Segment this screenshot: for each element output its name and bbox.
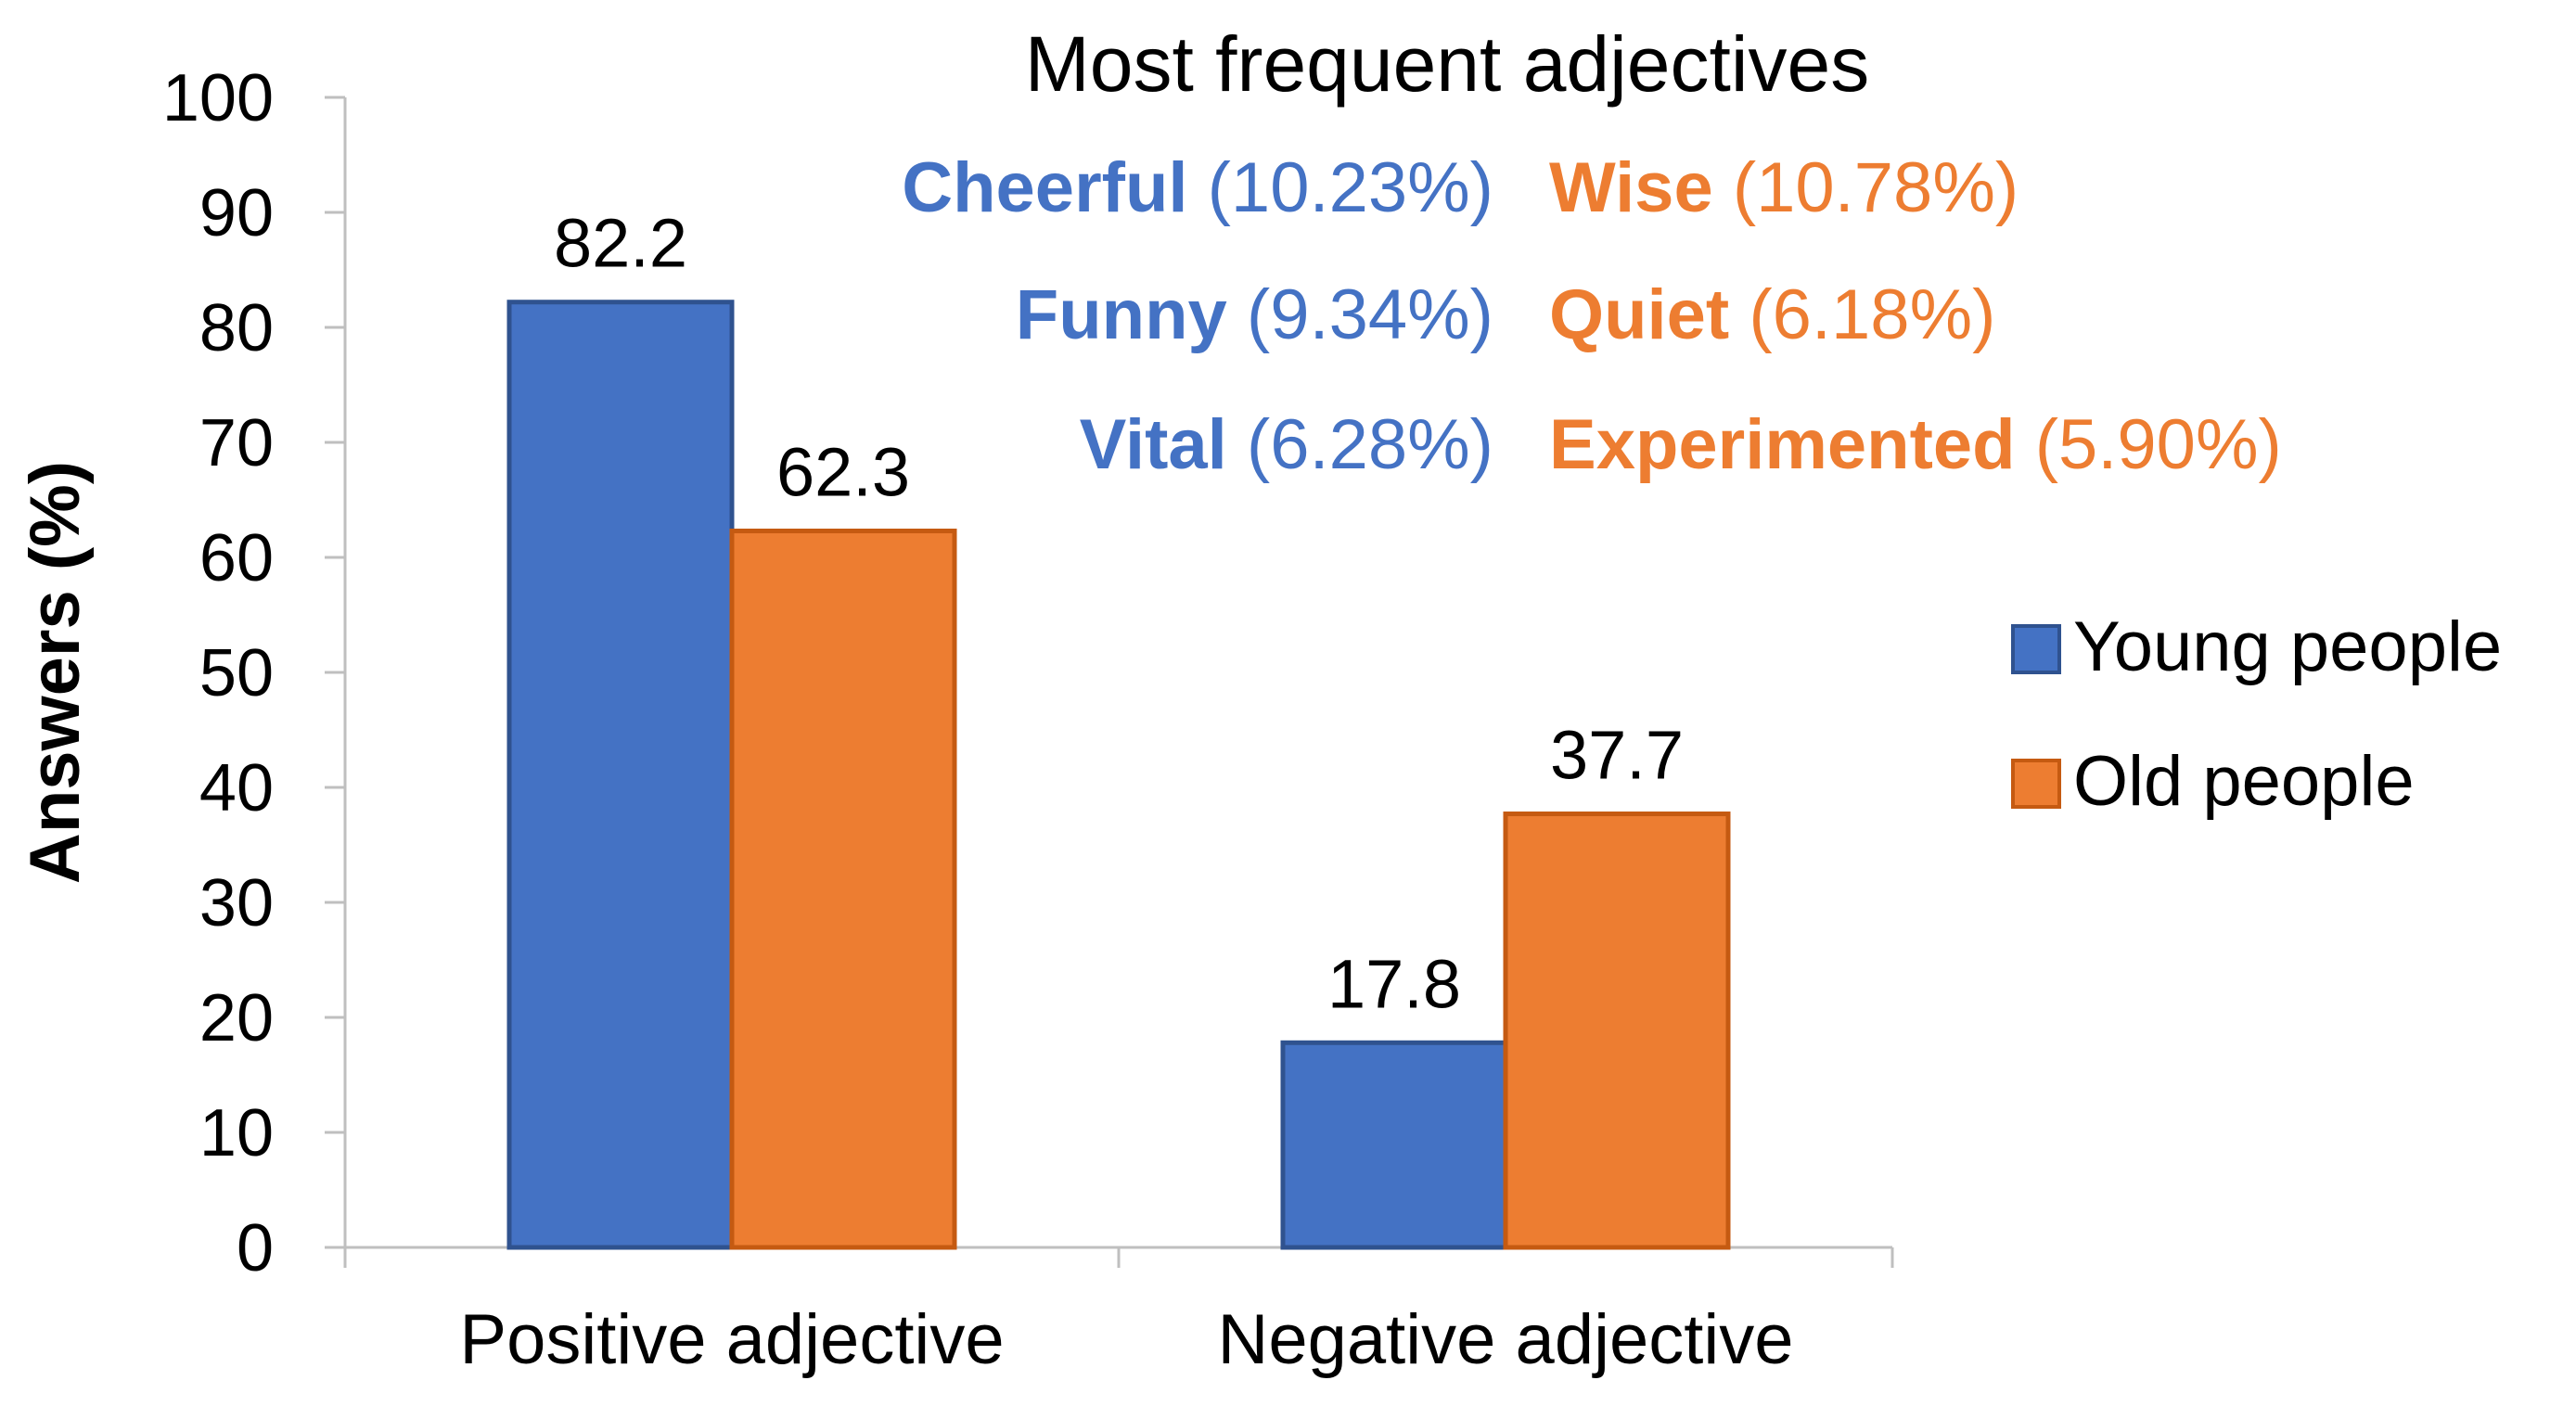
legend: Young people Old people	[2011, 607, 2502, 821]
annotation-young-list: Cheerful (10.23%)Funny (9.34%)Vital (6.2…	[902, 148, 1493, 484]
annotation-young-pct: (6.28%)	[1227, 405, 1493, 484]
legend-swatch	[2011, 759, 2061, 809]
annotation-old-item: Wise (10.78%)	[1549, 148, 2019, 227]
y-tick-label: 50	[199, 636, 274, 710]
bar-old-people-0	[729, 528, 957, 1250]
annotation-old-word: Quiet	[1549, 275, 1729, 354]
bars-group	[506, 300, 1731, 1250]
annotation-old-item: Experimented (5.90%)	[1549, 405, 2282, 484]
legend-label: Young people	[2073, 607, 2502, 686]
bar-value-label: 17.8	[1327, 945, 1461, 1022]
bar-old-people-1	[1503, 812, 1731, 1250]
annotation-young-pct: (9.34%)	[1227, 275, 1493, 354]
legend-label: Old people	[2073, 742, 2415, 821]
bar-data-labels: 82.2 62.3 17.8 37.7	[554, 205, 1684, 1023]
annotation-old-pct: (6.18%)	[1729, 275, 1995, 354]
annotation-young-item: Vital (6.28%)	[1080, 405, 1493, 484]
annotation-young-pct: (10.23%)	[1188, 148, 1494, 227]
y-tick-label: 80	[199, 291, 274, 365]
annotation-young-item: Cheerful (10.23%)	[902, 148, 1493, 227]
annotation-old-list: Wise (10.78%) Quiet (6.18%) Experimented (…	[1549, 148, 2282, 484]
y-tick-label: 20	[199, 981, 274, 1055]
y-axis-ticks: 0 10 20 30 40 50 60 70 80 90 100	[162, 61, 345, 1285]
y-tick-label: 100	[162, 61, 274, 135]
category-labels: Positive adjective Negative adjective	[459, 1300, 1793, 1379]
annotation-old-item: Quiet (6.18%)	[1549, 275, 1995, 354]
category-label: Negative adjective	[1217, 1300, 1793, 1379]
annotation-old-word: Experimented	[1549, 405, 2016, 484]
adjectives-annotation: Most frequent adjectives Cheerful (10.23…	[902, 20, 2282, 484]
annotation-old-pct: (10.78%)	[1713, 148, 2019, 227]
y-tick-label: 40	[199, 751, 274, 825]
y-tick-label: 90	[199, 176, 274, 250]
annotation-young-item: Funny (9.34%)	[1016, 275, 1493, 354]
bar-young-people-1	[1280, 1040, 1508, 1250]
y-tick-label: 30	[199, 866, 274, 940]
bar-value-label: 37.7	[1550, 717, 1684, 794]
bar-value-label: 62.3	[776, 433, 910, 510]
annotation-young-word: Vital	[1080, 405, 1227, 484]
annotation-old-pct: (5.90%)	[2016, 405, 2282, 484]
legend-swatch	[2011, 624, 2061, 674]
annotation-title: Most frequent adjectives	[1025, 20, 1869, 108]
y-tick-label: 70	[199, 406, 274, 480]
annotation-old-word: Wise	[1549, 148, 1713, 227]
y-axis-title: Answers (%)	[16, 461, 95, 884]
x-axis-ticks	[343, 1247, 1894, 1268]
category-label: Positive adjective	[459, 1300, 1004, 1379]
annotation-young-word: Cheerful	[902, 148, 1187, 227]
y-tick-label: 60	[199, 521, 274, 595]
y-tick-label: 0	[237, 1211, 274, 1285]
bar-value-label: 82.2	[554, 205, 687, 282]
bar-young-people-0	[506, 300, 735, 1250]
y-tick-label: 10	[199, 1096, 274, 1170]
annotation-young-word: Funny	[1016, 275, 1227, 354]
